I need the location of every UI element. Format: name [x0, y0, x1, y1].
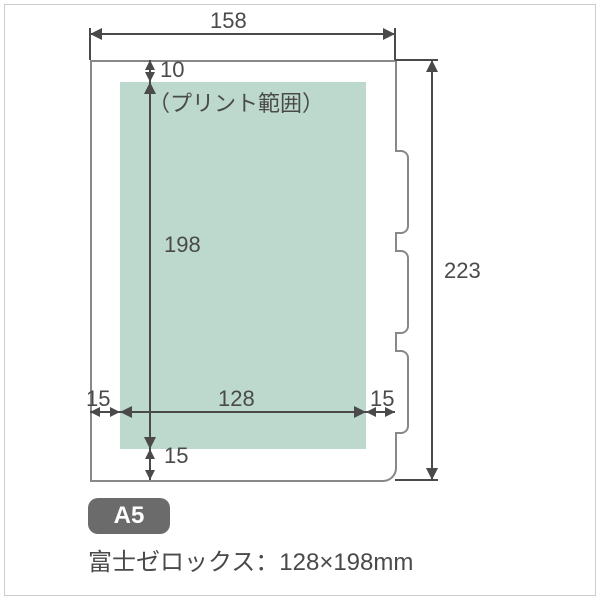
- label-bottom-margin: 15: [164, 443, 188, 469]
- diagram-stage: 158 223 10 （プリント範囲） 198 15 128: [0, 0, 600, 600]
- size-badge: A5: [88, 498, 170, 534]
- spec-line: 富士ゼロックス：128×198mm: [88, 542, 413, 577]
